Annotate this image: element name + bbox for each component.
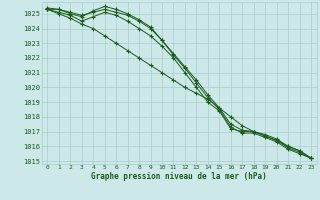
X-axis label: Graphe pression niveau de la mer (hPa): Graphe pression niveau de la mer (hPa)	[91, 172, 267, 181]
